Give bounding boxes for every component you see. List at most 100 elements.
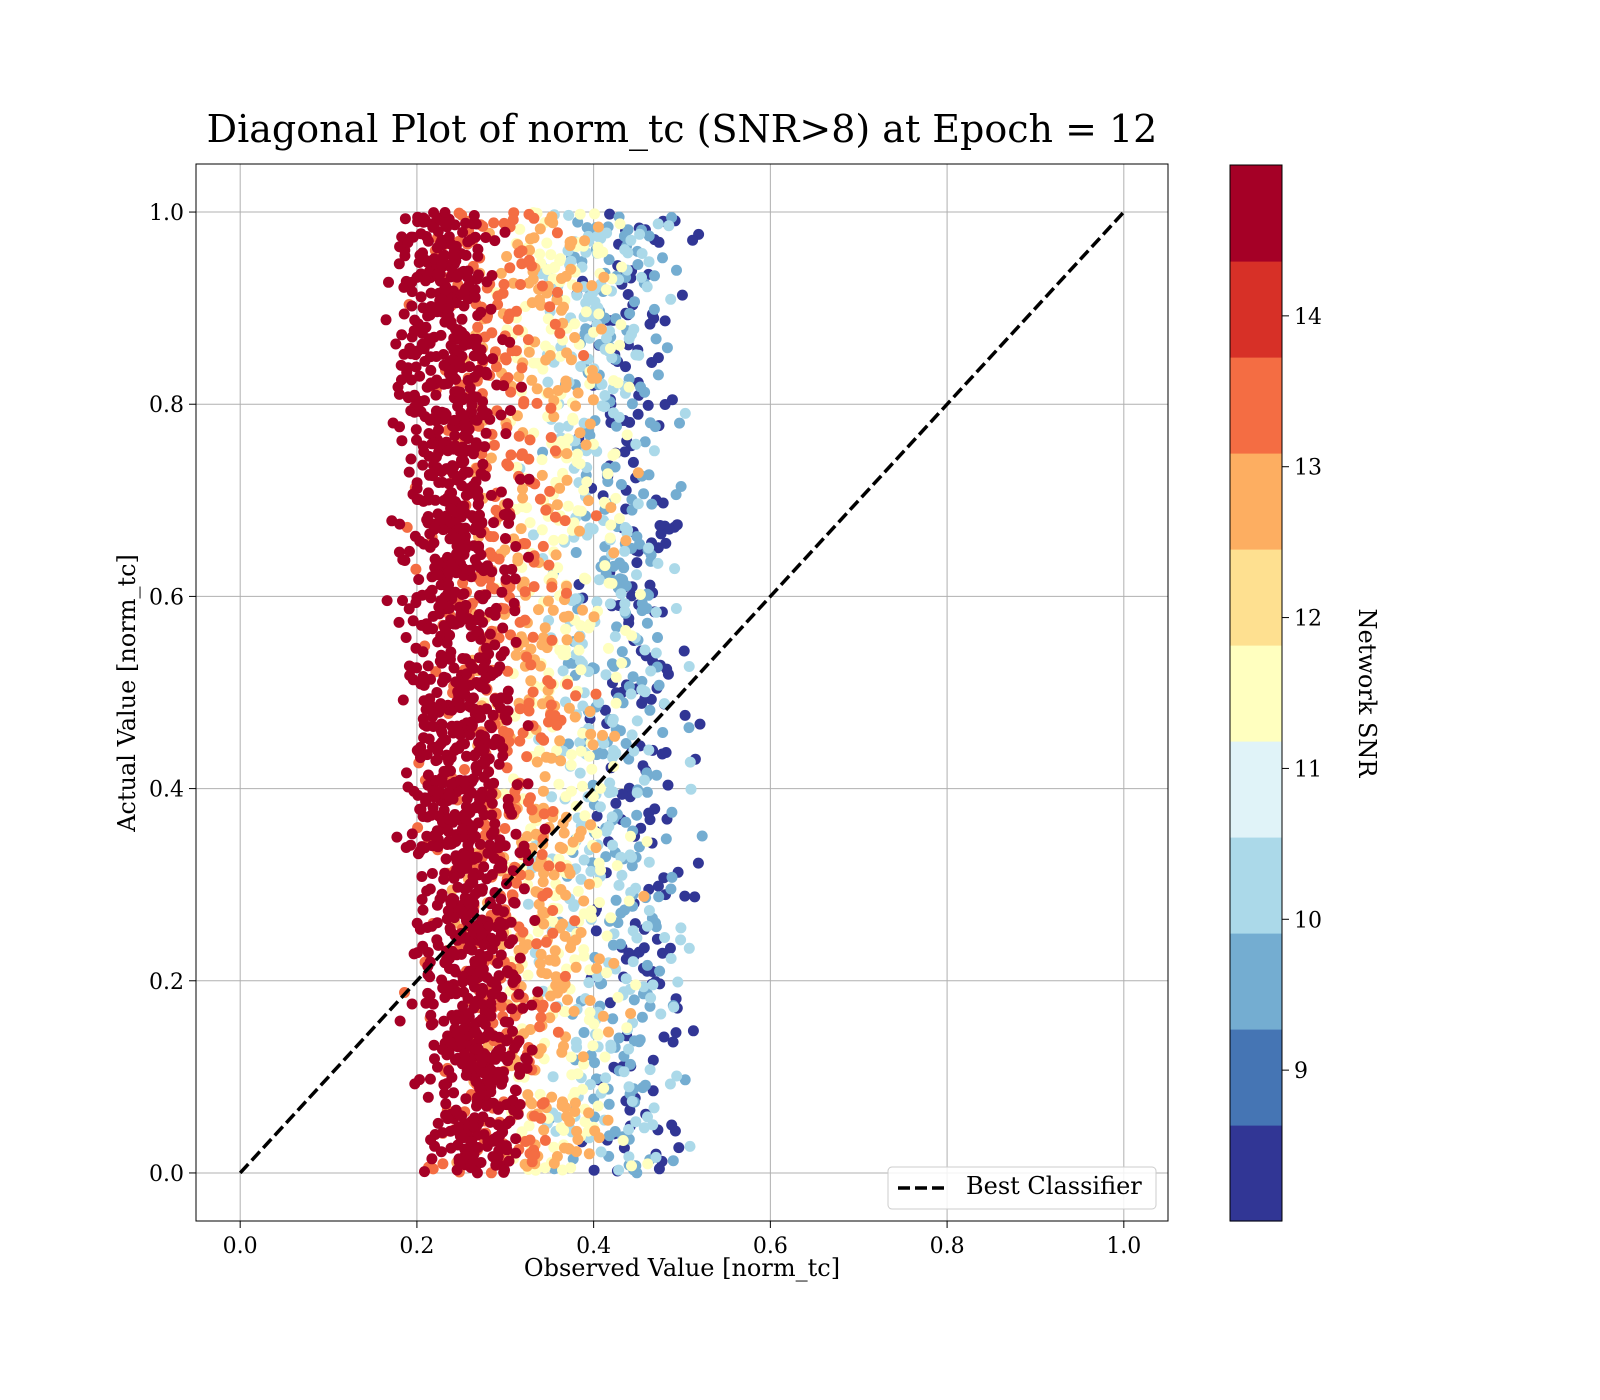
scatter-point: [462, 265, 474, 277]
scatter-point: [615, 851, 627, 863]
scatter-point: [562, 500, 574, 512]
scatter-point: [546, 634, 558, 646]
scatter-point: [475, 711, 487, 723]
scatter-point: [621, 1022, 633, 1034]
scatter-point: [641, 836, 653, 847]
scatter-point: [460, 249, 472, 261]
scatter-point: [492, 1119, 504, 1131]
scatter-point: [562, 678, 573, 690]
scatter-point: [518, 576, 530, 588]
scatter-point: [620, 625, 632, 636]
scatter-point: [559, 1006, 571, 1018]
scatter-point: [565, 749, 577, 761]
scatter-point: [606, 352, 618, 364]
scatter-point: [574, 525, 585, 537]
scatter-point: [679, 709, 691, 721]
scatter-point: [577, 1051, 589, 1063]
scatter-point: [565, 354, 577, 366]
scatter-point: [477, 999, 488, 1010]
colorbar-segment: [1230, 645, 1282, 742]
scatter-point: [534, 1088, 546, 1100]
scatter-point: [507, 977, 519, 988]
scatter-point: [380, 314, 392, 326]
scatter-point: [641, 786, 653, 798]
scatter-point: [630, 1116, 642, 1128]
scatter-point: [647, 1054, 659, 1066]
scatter-point: [540, 936, 552, 948]
scatter-point: [483, 920, 495, 932]
scatter-point: [663, 220, 675, 232]
scatter-point: [603, 821, 615, 832]
scatter-point: [514, 1099, 526, 1110]
scatter-point: [631, 557, 643, 569]
scatter-point: [579, 810, 591, 822]
scatter-point: [417, 247, 428, 259]
scatter-point: [403, 603, 415, 615]
scatter-point: [439, 1087, 451, 1099]
scatter-point: [442, 1113, 454, 1125]
scatter-point: [593, 308, 605, 320]
scatter-point: [593, 574, 605, 586]
scatter-point: [639, 1079, 651, 1091]
scatter-point: [549, 710, 561, 722]
scatter-point: [552, 1111, 564, 1123]
scatter-point: [620, 535, 632, 547]
scatter-point: [664, 942, 676, 954]
scatter-point: [558, 611, 570, 623]
scatter-point: [584, 995, 596, 1006]
x-tick-label: 0.6: [753, 1234, 788, 1259]
scatter-point: [502, 372, 514, 384]
scatter-point: [673, 1142, 685, 1154]
scatter-point: [584, 1006, 596, 1018]
scatter-point: [486, 788, 498, 800]
scatter-point: [674, 417, 685, 429]
scatter-point: [641, 920, 653, 932]
scatter-point: [488, 825, 500, 837]
scatter-point: [503, 967, 515, 979]
scatter-point: [570, 961, 582, 973]
scatter-point: [495, 893, 507, 905]
legend-box: [887, 1166, 1157, 1210]
scatter-point: [565, 255, 577, 267]
scatter-point: [620, 580, 632, 592]
scatter-point: [432, 1117, 444, 1129]
scatter-point: [486, 797, 498, 809]
scatter-point: [535, 1011, 547, 1023]
scatter-point: [616, 788, 628, 800]
scatter-point: [485, 452, 497, 464]
scatter-point: [616, 657, 628, 669]
scatter-point: [498, 509, 510, 521]
scatter-point: [500, 533, 511, 544]
scatter-point: [458, 288, 470, 300]
scatter-point: [466, 399, 478, 411]
scatter-point: [431, 825, 443, 837]
scatter-point: [435, 1146, 447, 1158]
scatter-point: [451, 949, 463, 961]
scatter-point: [580, 297, 592, 309]
chart-title: Diagonal Plot of norm_tc (SNR>8) at Epoc…: [207, 107, 1158, 152]
colorbar-segment: [1230, 1029, 1282, 1126]
scatter-point: [403, 466, 415, 478]
scatter-point: [632, 408, 644, 420]
scatter-point: [608, 547, 620, 559]
scatter-point: [543, 860, 555, 872]
scatter-point: [599, 390, 611, 401]
scatter-point: [671, 264, 682, 276]
scatter-point: [531, 397, 543, 409]
scatter-point: [619, 545, 631, 557]
scatter-point: [657, 727, 669, 738]
colorbar-ticks: 9 10 11 12 13 14: [1282, 305, 1322, 1084]
scatter-point: [450, 1104, 462, 1116]
scatter-point: [408, 785, 420, 797]
scatter-point: [615, 319, 627, 331]
scatter-point: [406, 276, 418, 288]
scatter-point: [438, 873, 450, 885]
scatter-point: [436, 888, 448, 900]
plot-frame: [195, 163, 1169, 1222]
scatter-point: [435, 329, 447, 341]
scatter-point: [594, 897, 605, 908]
scatter-point: [478, 409, 490, 421]
scatter-point: [521, 1062, 533, 1074]
scatter-point: [460, 217, 471, 229]
scatter-point: [631, 531, 643, 543]
